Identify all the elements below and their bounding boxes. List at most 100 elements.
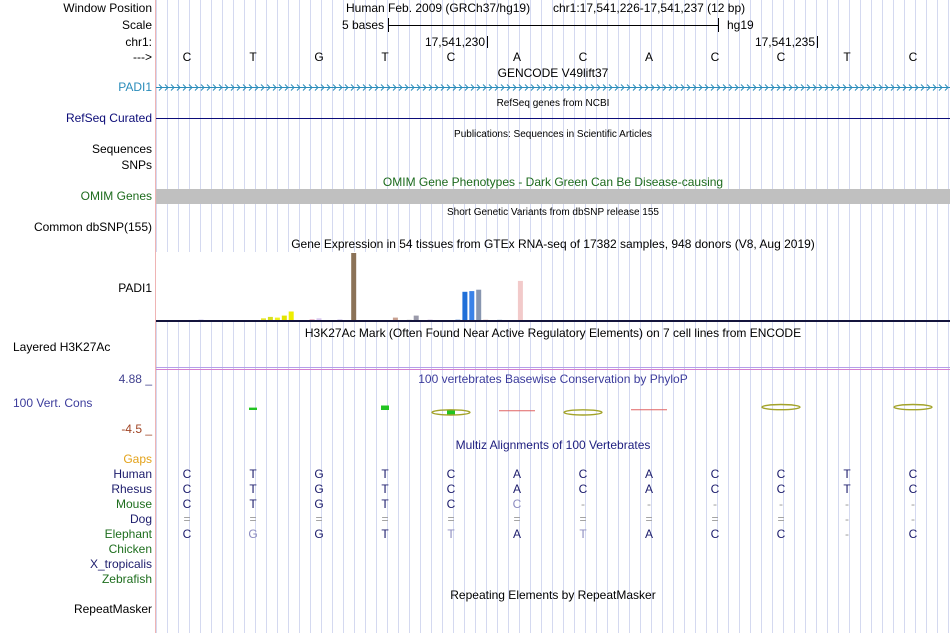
gtex-tissue-bar[interactable] [261,318,266,321]
multiz-gaps-label[interactable]: Gaps [123,452,152,466]
strand-label: ---> [133,50,152,64]
position-tick-label-2: 17,541,235 [754,35,815,49]
species-label-elephant[interactable]: Elephant [104,527,152,541]
gtex-tissue-bar[interactable] [351,253,357,321]
repeatmasker-track-label[interactable]: RepeatMasker [73,602,152,616]
species-label-zebrafish[interactable]: Zebrafish [101,572,152,586]
aligned-base: C [710,482,720,496]
aligned-base: = [513,512,521,526]
reference-base: A [512,50,521,64]
aligned-base: T [447,527,455,541]
publications-track-label[interactable]: Sequences [91,142,152,156]
species-label-human[interactable]: Human [113,467,152,481]
omim-gene-feature[interactable] [156,189,950,204]
aligned-base: T [381,527,389,541]
gtex-track-title[interactable]: Gene Expression in 54 tissues from GTEx … [291,237,815,251]
aligned-base: = [183,512,191,526]
aligned-base: - [911,497,915,511]
species-label-x-tropicalis[interactable]: X_tropicalis [89,557,152,571]
aligned-base: C [578,467,588,481]
gtex-tissue-bar[interactable] [274,317,280,321]
aligned-base: C [446,497,456,511]
aligned-base: C [908,467,918,481]
aligned-base: = [711,512,719,526]
phylop-conservation-marks [249,403,933,416]
reference-base: C [182,50,192,64]
aligned-base: C [182,527,192,541]
phylop-track-label[interactable]: 100 Vert. Cons [13,396,93,410]
gencode-gene-label[interactable]: PADI1 [118,80,152,94]
species-label-mouse[interactable]: Mouse [115,497,152,511]
aligned-base: - [845,497,849,511]
aligned-base: A [512,482,521,496]
refseq-track-title[interactable]: RefSeq genes from NCBI [496,98,610,109]
reference-base: C [908,50,918,64]
omim-track-label[interactable]: OMIM Genes [80,189,152,203]
aligned-base: G [248,527,258,541]
gtex-tissue-bar[interactable] [462,291,468,321]
aligned-base: T [381,497,389,511]
aligned-base: G [314,482,324,496]
gencode-track-title[interactable]: GENCODE V49lift37 [497,66,609,80]
aligned-base: T [579,527,587,541]
gtex-tissue-bar[interactable] [281,315,287,321]
gtex-chart-background [156,252,531,321]
gtex-tissue-bar[interactable] [476,289,482,321]
publications-track-title[interactable]: Publications: Sequences in Scientific Ar… [454,129,652,140]
aligned-base: T [249,482,257,496]
gtex-tissue-bar[interactable] [267,316,273,321]
aligned-base: C [182,497,192,511]
aligned-base: T [843,467,851,481]
phylop-score-bar [381,405,389,410]
reference-base: C [776,50,786,64]
gtex-gene-label[interactable]: PADI1 [118,281,152,295]
gtex-tissue-bar[interactable] [288,311,294,322]
chromosome-label: chr1: [125,35,152,49]
repeatmasker-track-title[interactable]: Repeating Elements by RepeatMasker [450,588,656,602]
aligned-base: C [578,482,588,496]
phylop-score-glyph [431,409,471,416]
omim-track-title[interactable]: OMIM Gene Phenotypes - Dark Green Can Be… [382,175,724,189]
phylop-score-bar [447,410,455,416]
species-label-dog[interactable]: Dog [129,512,152,526]
species-label-chicken[interactable]: Chicken [108,542,152,556]
h3k27ac-track-label[interactable]: Layered H3K27Ac [13,340,111,354]
aligned-base: T [843,482,851,496]
aligned-base: C [710,527,720,541]
phylop-track-title[interactable]: 100 vertebrates Basewise Conservation by… [418,372,688,386]
snps-track-label[interactable]: SNPs [121,158,152,172]
gencode-gene-padi1[interactable] [156,84,950,91]
multiz-track-title[interactable]: Multiz Alignments of 100 Vertebrates [455,438,651,452]
window-position-label: Window Position [63,1,152,15]
aligned-base: C [446,482,456,496]
aligned-base: = [579,512,587,526]
reference-base: C [710,50,720,64]
aligned-base: C [776,482,786,496]
dbsnp-track-label[interactable]: Common dbSNP(155) [33,220,152,234]
aligned-base: C [710,467,720,481]
aligned-base: C [908,482,918,496]
dbsnp-track-title[interactable]: Short Genetic Variants from dbSNP releas… [447,207,659,218]
gencode-gene-chevrons[interactable] [156,84,950,91]
aligned-base: T [249,467,257,481]
gtex-track-divider [156,320,950,322]
aligned-base: G [314,467,324,481]
gtex-tissue-bar[interactable] [392,317,398,321]
aligned-base: - [647,497,651,511]
phylop-min-label: -4.5 _ [121,422,152,436]
gtex-tissue-bar[interactable] [517,280,523,321]
label-column-separator [155,0,156,633]
aligned-base: A [644,527,653,541]
species-label-rhesus[interactable]: Rhesus [111,482,152,496]
h3k27ac-track-title[interactable]: H3K27Ac Mark (Often Found Near Active Re… [304,326,802,340]
reference-base: G [314,50,324,64]
aligned-base: C [908,527,918,541]
refseq-track-label[interactable]: RefSeq Curated [65,111,152,125]
reference-base: A [644,50,653,64]
gtex-tissue-bar[interactable] [469,291,475,321]
gtex-tissue-bar[interactable] [413,315,419,321]
gtex-tissue-bar[interactable] [316,318,322,321]
aligned-base: = [381,512,389,526]
aligned-base: C [446,467,456,481]
